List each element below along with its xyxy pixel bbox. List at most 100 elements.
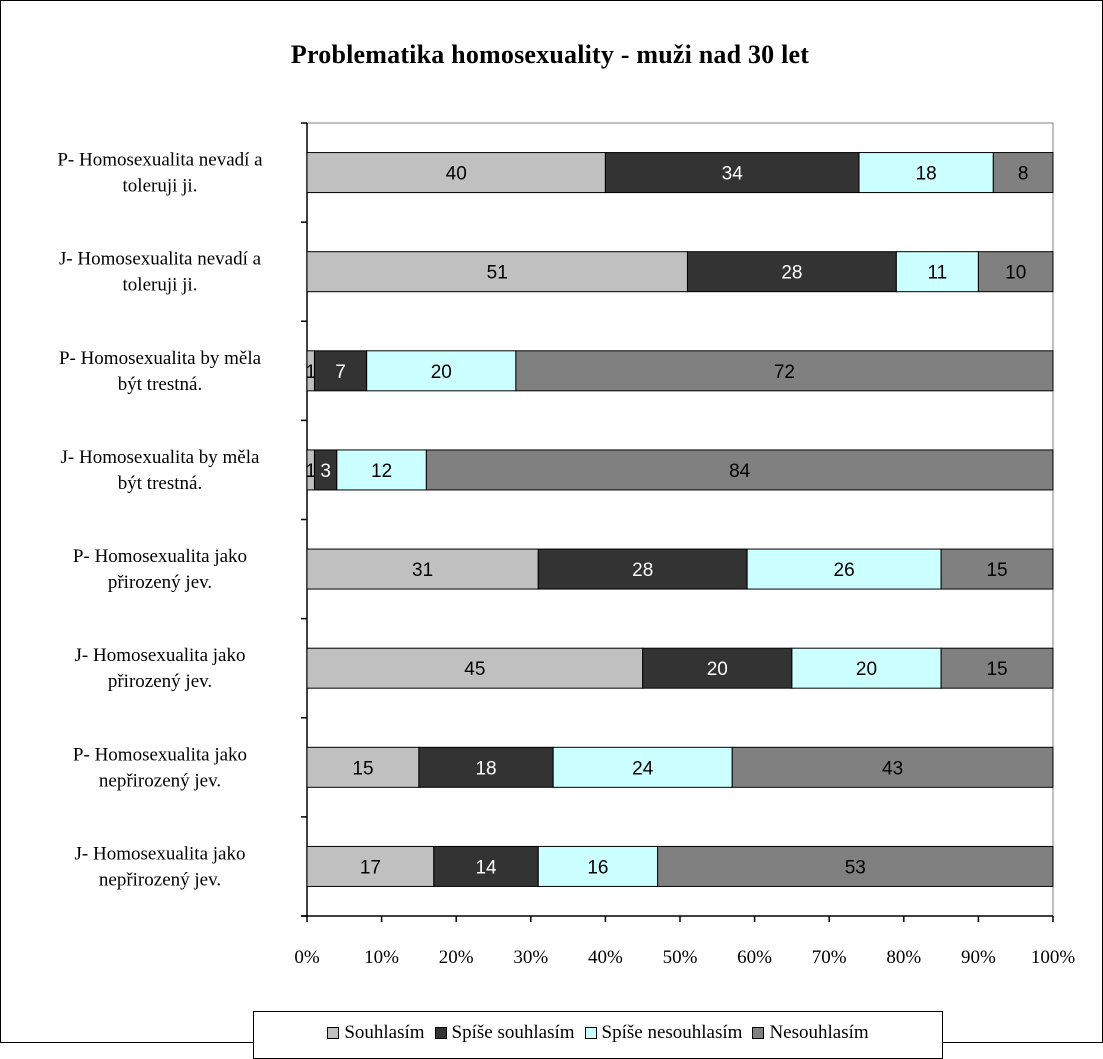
data-label: 1 — [305, 461, 316, 482]
data-label: 53 — [845, 857, 866, 878]
bar-segment — [940, 548, 1054, 590]
category-label: J- Homosexualita jako — [75, 843, 246, 864]
bar-segment — [306, 746, 420, 788]
plot-area — [306, 122, 1054, 917]
bar-segment — [515, 350, 1054, 392]
x-tick-label: 90% — [961, 947, 996, 968]
category-label: být trestná. — [118, 473, 202, 494]
bar-segment — [537, 845, 659, 887]
data-label: 40 — [446, 164, 467, 185]
x-tick-label: 10% — [364, 947, 399, 968]
bar-segment — [791, 647, 942, 689]
data-label: 18 — [475, 758, 496, 779]
legend-swatch — [434, 1027, 447, 1039]
category-label: nepřirozený jev. — [99, 770, 221, 791]
data-label: 3 — [320, 461, 331, 482]
x-tick-label: 40% — [588, 947, 623, 968]
legend-label: Spíše souhlasím — [451, 1022, 575, 1043]
data-label: 43 — [882, 758, 903, 779]
data-label: 1 — [305, 362, 316, 383]
data-label: 72 — [774, 362, 795, 383]
bar-segment — [425, 449, 1054, 491]
category-label: přirozený jev. — [108, 671, 212, 692]
category-label: nepřirozený jev. — [99, 869, 221, 890]
x-tick-label: 60% — [737, 947, 772, 968]
data-label: 51 — [487, 263, 508, 284]
bar-segment — [306, 251, 688, 293]
data-label: 31 — [412, 560, 433, 581]
legend-label: Nesouhlasím — [769, 1022, 869, 1043]
x-tick-label: 50% — [663, 947, 698, 968]
category-label: toleruji ji. — [123, 176, 198, 197]
data-label: 28 — [781, 263, 802, 284]
bar-segment — [306, 152, 606, 194]
bar-segment — [366, 350, 517, 392]
legend-item-spise-nesouhlasim: Spíše nesouhlasím — [584, 1022, 743, 1044]
chart-legend: Souhlasím Spíše souhlasím Spíše nesouhla… — [253, 1011, 943, 1059]
category-label: P- Homosexualita by měla — [59, 348, 262, 369]
data-label: 12 — [371, 461, 392, 482]
data-label: 20 — [707, 659, 728, 680]
bar-segment — [306, 548, 539, 590]
bar-segment — [313, 350, 368, 392]
category-label: P- Homosexualita nevadí a — [57, 150, 263, 171]
data-label: 11 — [928, 263, 948, 284]
data-label: 15 — [986, 560, 1007, 581]
chart-title: Problematika homosexuality - muži nad 30… — [290, 40, 810, 69]
data-label: 15 — [352, 758, 373, 779]
bar-segment — [642, 647, 793, 689]
x-tick-label: 20% — [439, 947, 474, 968]
data-label: 20 — [856, 659, 877, 680]
x-tick-label: 100% — [1031, 947, 1076, 968]
category-label: J- Homosexualita by měla — [61, 447, 260, 468]
category-label: být trestná. — [118, 374, 202, 395]
bar-segment — [992, 152, 1054, 194]
bar-segment — [306, 845, 435, 887]
data-label: 28 — [632, 560, 653, 581]
x-tick-label: 0% — [294, 947, 320, 968]
data-label: 24 — [632, 758, 654, 779]
x-tick-label: 70% — [812, 947, 847, 968]
category-label: P- Homosexualita jako — [73, 546, 247, 567]
bar-segment — [418, 746, 554, 788]
x-tick-label: 80% — [886, 947, 921, 968]
legend-item-souhlasim: Souhlasím — [327, 1022, 425, 1044]
category-label: toleruji ji. — [123, 275, 198, 296]
category-label: J- Homosexualita jako — [75, 645, 246, 666]
data-label: 8 — [1018, 164, 1029, 185]
data-label: 34 — [722, 164, 744, 185]
bar-segment — [746, 548, 942, 590]
data-label: 18 — [916, 164, 937, 185]
bar-segment — [552, 746, 733, 788]
data-label: 16 — [587, 857, 608, 878]
legend-item-spise-souhlasim: Spíše souhlasím — [434, 1022, 575, 1044]
legend-label: Souhlasím — [344, 1022, 425, 1043]
bar-segment — [895, 251, 979, 293]
legend-swatch — [327, 1027, 340, 1039]
legend-item-nesouhlasim: Nesouhlasím — [752, 1022, 869, 1044]
bar-segment — [731, 746, 1054, 788]
legend-swatch — [752, 1027, 765, 1039]
data-label: 20 — [431, 362, 452, 383]
legend-swatch — [584, 1027, 597, 1039]
category-label: přirozený jev. — [108, 572, 212, 593]
data-label: 84 — [729, 461, 751, 482]
bar-segment — [977, 251, 1054, 293]
data-label: 45 — [464, 659, 485, 680]
bar-segment — [686, 251, 897, 293]
data-label: 15 — [986, 659, 1007, 680]
category-label: J- Homosexualita nevadí a — [59, 249, 262, 270]
data-label: 26 — [834, 560, 855, 581]
data-label: 17 — [360, 857, 381, 878]
data-label: 10 — [1005, 263, 1026, 284]
data-label: 7 — [335, 362, 346, 383]
bar-segment — [657, 845, 1054, 887]
legend-label: Spíše nesouhlasím — [601, 1022, 743, 1043]
bar-segment — [858, 152, 994, 194]
category-label: P- Homosexualita jako — [73, 744, 247, 765]
bar-segment — [604, 152, 860, 194]
data-label: 14 — [475, 857, 497, 878]
x-tick-label: 30% — [513, 947, 548, 968]
bar-segment — [940, 647, 1054, 689]
